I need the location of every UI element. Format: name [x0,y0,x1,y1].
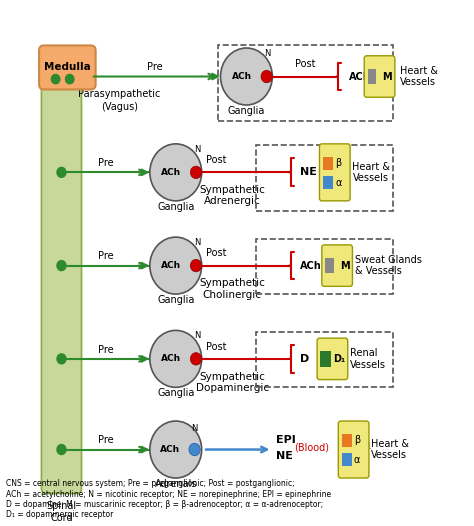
Text: Pre: Pre [98,436,113,446]
Text: ACh: ACh [232,72,252,81]
Text: Heart &
Vessels: Heart & Vessels [371,439,409,460]
Text: Ganglia: Ganglia [157,388,194,398]
Circle shape [261,70,273,83]
FancyBboxPatch shape [338,421,369,478]
FancyBboxPatch shape [367,69,376,84]
Text: M: M [382,72,392,82]
Text: (Vagus): (Vagus) [100,102,137,112]
Text: Cholinergic: Cholinergic [203,290,262,300]
Text: Sympathetic: Sympathetic [200,371,265,381]
Text: ACh: ACh [160,445,180,454]
Text: N: N [194,331,200,340]
Text: Ganglia: Ganglia [157,201,194,211]
FancyBboxPatch shape [41,79,82,493]
Text: ACh: ACh [349,72,370,82]
Text: NE: NE [276,451,292,461]
Text: Pre: Pre [98,345,113,355]
Text: N: N [191,424,198,433]
Circle shape [150,421,201,478]
Circle shape [56,260,67,271]
Text: RK '11: RK '11 [346,442,372,451]
FancyBboxPatch shape [364,56,395,97]
Text: NE: NE [300,167,317,177]
Circle shape [56,353,67,365]
Circle shape [150,144,201,201]
Text: EPI: EPI [276,435,295,445]
Text: N: N [264,49,271,58]
Text: Ganglia: Ganglia [157,295,194,305]
Text: (Blood): (Blood) [294,443,329,453]
Text: β: β [335,158,341,168]
Circle shape [220,48,273,105]
Text: N: N [194,238,200,247]
Text: Spinal: Spinal [46,501,76,511]
Text: Post: Post [206,155,226,165]
Text: N: N [194,145,200,154]
Circle shape [56,167,67,178]
Text: ACh: ACh [161,355,181,363]
Text: Parasympathetic: Parasympathetic [78,89,160,99]
Text: β: β [354,435,360,445]
Circle shape [191,166,201,178]
Text: D: D [300,354,309,364]
Text: Pre: Pre [98,158,113,168]
Text: Post: Post [295,59,316,69]
Text: Dopaminergic: Dopaminergic [196,383,269,393]
FancyBboxPatch shape [323,176,333,189]
Text: ACh: ACh [161,168,181,177]
Text: Cord: Cord [50,513,73,523]
Circle shape [56,444,67,455]
Circle shape [150,237,201,294]
Text: CNS = central nervous system; Pre = preganglionic; Post = postganglionic;
ACh = : CNS = central nervous system; Pre = preg… [6,479,331,520]
FancyBboxPatch shape [322,245,353,286]
FancyBboxPatch shape [320,351,331,367]
Text: Pre: Pre [147,62,163,72]
Text: ACh: ACh [161,261,181,270]
FancyBboxPatch shape [342,453,352,466]
FancyBboxPatch shape [39,45,96,89]
Text: α: α [335,178,341,188]
Text: Post: Post [206,248,226,258]
Text: Medulla: Medulla [44,62,91,72]
Text: Sympathetic: Sympathetic [200,185,265,195]
Text: Ganglia: Ganglia [228,106,265,116]
FancyBboxPatch shape [342,434,352,447]
Text: M: M [340,260,349,270]
FancyBboxPatch shape [325,258,334,274]
Text: Post: Post [206,341,226,351]
Text: Adrenergic: Adrenergic [204,197,261,207]
Text: ACh: ACh [300,260,321,270]
FancyBboxPatch shape [317,338,348,380]
Circle shape [191,352,201,365]
Text: D₁: D₁ [333,354,345,364]
Text: Heart &
Vessels: Heart & Vessels [400,66,438,87]
Text: Sweat Glands
& Vessels: Sweat Glands & Vessels [355,255,422,276]
Text: Heart &
Vessels: Heart & Vessels [353,161,391,183]
Text: α: α [354,455,360,465]
Circle shape [189,443,200,456]
FancyBboxPatch shape [319,144,350,201]
FancyBboxPatch shape [323,157,333,170]
Text: Pre: Pre [98,251,113,261]
Text: Renal
Vessels: Renal Vessels [350,348,386,370]
Text: Sympathetic: Sympathetic [200,278,265,288]
Circle shape [150,330,201,387]
Circle shape [51,75,60,84]
Text: Adrenals: Adrenals [155,479,197,489]
Circle shape [191,259,201,272]
Circle shape [65,75,74,84]
